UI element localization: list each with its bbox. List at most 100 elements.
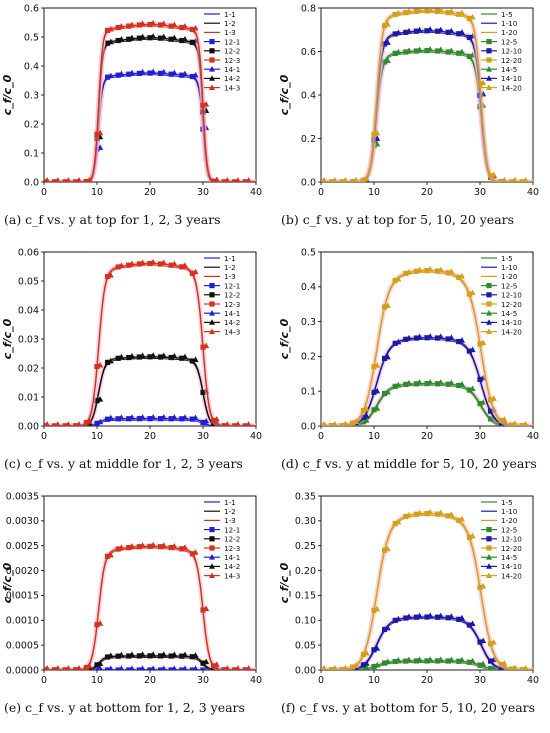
data-point (456, 517, 462, 524)
data-point (213, 415, 220, 422)
data-point (477, 81, 483, 87)
data-point (94, 667, 100, 670)
data-point (435, 511, 441, 517)
y-tick-label: 0.20 (295, 566, 316, 577)
data-point (94, 398, 100, 404)
data-point (105, 27, 111, 34)
data-point (371, 364, 377, 370)
data-point (466, 622, 472, 628)
data-point (353, 177, 359, 182)
x-tick-label: 40 (527, 187, 539, 198)
data-point (374, 362, 381, 368)
x-tick-label: 0 (41, 431, 47, 442)
data-point (363, 664, 370, 670)
data-point (115, 355, 121, 361)
data-point (94, 420, 100, 426)
data-point (160, 352, 167, 359)
data-point (115, 546, 121, 552)
data-point (139, 20, 146, 26)
data-point (179, 264, 185, 270)
legend-marker (486, 563, 492, 569)
data-point (466, 15, 472, 22)
y-tick-label: 0.0015 (6, 591, 39, 602)
data-point (523, 421, 529, 426)
data-point (73, 423, 79, 426)
data-point (477, 401, 483, 407)
data-point (360, 407, 366, 414)
data-point (371, 607, 377, 613)
data-point (221, 667, 227, 670)
data-point (435, 48, 441, 54)
series-group (321, 509, 533, 670)
data-point (189, 39, 195, 45)
data-point (501, 177, 507, 182)
data-point (52, 423, 58, 426)
data-point (189, 551, 195, 557)
data-point (94, 662, 100, 668)
legend-marker (486, 66, 492, 72)
data-point (128, 34, 135, 41)
legend-label: 12-5 (501, 525, 517, 534)
chart-panel: 0 10 20 30 40 0.0 0.1 0.2 0.3 0.4 0.5 0.6 y (m) c_f/c… (1, 3, 262, 200)
data-point (97, 418, 104, 425)
data-point (321, 421, 327, 426)
legend-label: 14-3 (224, 327, 240, 336)
legend-marker (209, 536, 215, 542)
data-point (150, 352, 157, 358)
data-point (246, 177, 252, 182)
data-point (498, 665, 504, 670)
data-point (44, 665, 50, 670)
data-point (374, 661, 381, 668)
data-point (350, 179, 356, 182)
data-point (466, 387, 472, 393)
data-point (150, 19, 157, 26)
data-point (193, 665, 199, 670)
data-point (136, 416, 142, 422)
legend-marker (486, 310, 492, 316)
data-point (115, 37, 121, 44)
x-tick-label: 40 (527, 431, 539, 442)
x-tick-label: 40 (250, 431, 262, 442)
data-point (86, 418, 93, 424)
y-tick-label: 0.8 (301, 3, 316, 14)
data-point (321, 423, 324, 426)
data-point (126, 23, 132, 29)
series-group (321, 266, 533, 426)
data-point (171, 651, 178, 658)
data-point (160, 68, 167, 75)
legend-marker (209, 545, 215, 551)
y-tick-label: 0.6 (24, 3, 39, 14)
data-point (437, 8, 444, 13)
data-point (242, 667, 248, 670)
data-point (97, 396, 104, 402)
legend-label: 1-5 (501, 254, 513, 263)
data-point (213, 176, 220, 182)
data-point (158, 22, 164, 28)
data-point (437, 46, 444, 53)
data-point (392, 50, 398, 56)
data-point (44, 421, 50, 426)
data-point (488, 641, 494, 647)
series-line-1-2 (44, 356, 256, 426)
chart-panel: 0 10 20 30 40 0.00 0.05 0.10 0.15 0.20 0.25 0.30 0.3… (278, 491, 539, 688)
y-tick-label: 0.25 (295, 541, 316, 552)
data-point (181, 70, 188, 77)
data-point (118, 544, 125, 551)
legend-label: 12-10 (501, 47, 522, 56)
legend-label: 14-5 (501, 309, 517, 318)
data-point (413, 511, 419, 517)
data-point (405, 379, 412, 386)
data-point (136, 544, 142, 550)
data-point (94, 363, 100, 370)
data-point (192, 356, 199, 362)
data-point (456, 338, 462, 345)
data-point (235, 421, 241, 426)
legend-label: 1-2 (224, 19, 236, 28)
data-point (128, 352, 135, 359)
y-tick-label: 0.01 (18, 392, 39, 403)
data-point (339, 422, 345, 426)
data-point (118, 353, 125, 360)
y-tick-label: 0.3 (24, 90, 39, 101)
data-point (445, 381, 451, 387)
data-point (424, 381, 430, 387)
